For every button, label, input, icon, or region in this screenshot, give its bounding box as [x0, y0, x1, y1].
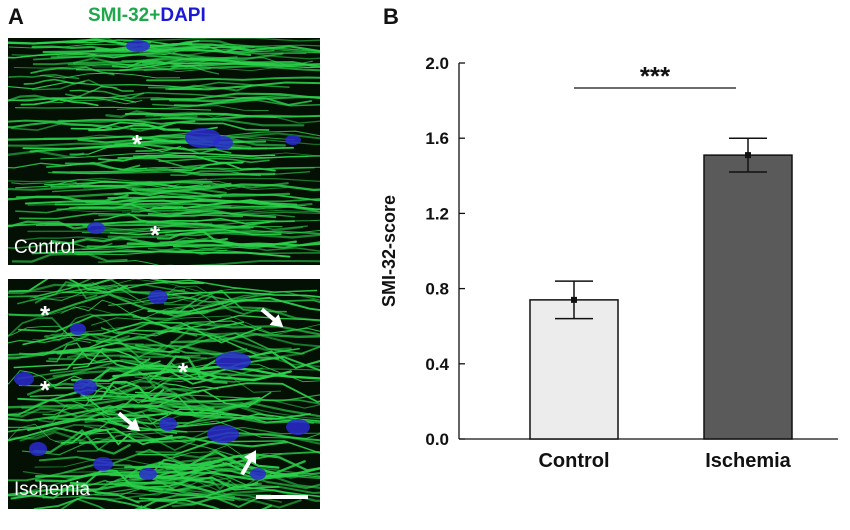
y-tick-label: 1.2 — [425, 204, 449, 223]
x-tick-label: Control — [538, 450, 609, 472]
nucleus — [29, 442, 47, 456]
micrograph-control-label: Control — [14, 237, 76, 258]
micrograph-control-image: ** — [8, 38, 320, 265]
scale-bar — [256, 495, 308, 499]
arrow-marker — [117, 411, 141, 432]
nucleus — [250, 468, 266, 480]
panel-a-letter: A — [8, 4, 24, 29]
nucleus — [215, 352, 251, 370]
asterisk-marker: * — [132, 129, 143, 159]
bar-ischemia — [703, 154, 793, 440]
nucleus — [148, 290, 168, 304]
nucleus — [213, 136, 233, 150]
nucleus — [159, 417, 177, 431]
x-tick-label: Ischemia — [705, 450, 791, 472]
micrograph-ischemia: * * * Ischemia — [8, 279, 320, 509]
asterisk-marker: * — [40, 300, 51, 330]
asterisk-marker: * — [178, 357, 189, 387]
y-tick-label: 0.0 — [425, 430, 449, 449]
stain-smi32-label: SMI-32 — [88, 5, 150, 26]
y-axis-label: SMI-32-score — [379, 195, 399, 307]
bar-chart: 0.0 0.4 0.8 1.2 1.6 2.0 SMI-32-score Control Isc… — [379, 54, 838, 472]
y-tick-label: 0.4 — [425, 355, 449, 374]
asterisk-marker: * — [40, 375, 51, 405]
mean-marker — [571, 296, 577, 303]
asterisk-marker: * — [150, 220, 161, 250]
y-tick-label: 2.0 — [425, 54, 449, 73]
significance-label: *** — [640, 61, 671, 91]
nucleus — [285, 135, 301, 145]
mean-marker — [745, 152, 751, 159]
stain-dapi-label: DAPI — [160, 5, 206, 26]
nucleus — [185, 128, 221, 148]
nucleus — [286, 419, 310, 435]
arrow-marker — [260, 307, 284, 328]
nucleus — [70, 323, 86, 335]
micrograph-ischemia-image: * * * — [8, 279, 320, 509]
micrograph-ischemia-label: Ischemia — [14, 479, 91, 500]
stain-title: SMI-32+DAPI — [88, 5, 206, 27]
nucleus — [14, 372, 34, 386]
arrow-marker — [240, 450, 257, 476]
y-tick-label: 0.8 — [425, 280, 449, 299]
nucleus — [139, 468, 157, 480]
nucleus — [93, 457, 113, 471]
micrograph-control: * * Control — [8, 38, 320, 265]
stain-plus: + — [149, 5, 161, 26]
nucleus — [73, 379, 97, 395]
panel-b-letter: B — [383, 4, 399, 29]
nucleus — [87, 222, 105, 234]
nucleus — [126, 40, 150, 52]
nucleus — [207, 425, 239, 443]
fiber-texture — [8, 279, 320, 509]
y-tick-label: 1.6 — [425, 129, 449, 148]
bar-control — [529, 299, 619, 440]
